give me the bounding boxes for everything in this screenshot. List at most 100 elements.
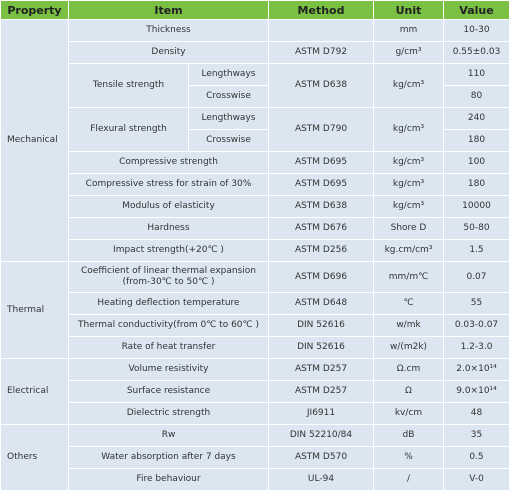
method-cell: ASTM D696 [268,261,374,293]
table-row: Modulus of elasticity ASTM D638 kg/cm³ 1000… [1,195,509,218]
value-cell: 110 [443,63,509,86]
item-cell: Surface resistance [68,380,269,403]
header-cell: Unit [373,0,444,20]
property-cell: Thermal [0,261,69,359]
value-cell: 180 [443,129,509,152]
unit-cell: w/(m2k) [373,336,444,359]
value-cell: 0.55±0.03 [443,41,509,64]
unit-cell: kg/cm³ [373,195,444,218]
method-cell: ASTM D256 [268,239,374,262]
table-row: Crosswise 80 [1,85,509,108]
table-row: Rate of heat transfer DIN 52616 w/(m2k) 1.2… [1,336,509,359]
unit-cell: w/mk [373,314,444,337]
table-row: Heating deflection temperature ASTM D648 ℃… [1,292,509,315]
method-cell: ASTM D695 [268,151,374,174]
method-cell: UL-94 [268,468,374,491]
item-cell: Dielectric strength [68,402,269,425]
item-cell: Flexural strength [68,107,189,152]
value-cell: V-0 [443,468,509,491]
value-cell: 9.0×10¹⁴ [443,380,509,403]
table-row: Tensile strength Lengthways ASTM D638 kg/cm… [1,63,509,108]
value-cell: 50-80 [443,217,509,240]
method-cell: DIN 52210/84 [268,424,374,447]
unit-cell: dB [373,424,444,447]
method-cell: ASTM D638 [268,63,374,108]
method-cell: ASTM D257 [268,380,374,403]
sub-item-cell: Crosswise [188,129,269,152]
item-cell: Rw [68,424,269,447]
method-cell: DIN 52616 [268,314,374,337]
item-cell: Rate of heat transfer [68,336,269,359]
unit-cell: % [373,446,444,469]
header-cell: Value [443,0,509,20]
value-cell: 0.03-0.07 [443,314,509,337]
item-cell: Thermal conductivity(from 0℃ to 60℃ ) [68,314,269,337]
value-cell: 240 [443,107,509,130]
method-cell: ASTM D648 [268,292,374,315]
unit-cell: Ω [373,380,444,403]
table-row: Thermal conductivity(from 0℃ to 60℃ ) DIN… [1,314,509,337]
item-cell: Modulus of elasticity [68,195,269,218]
item-cell: Impact strength(+20℃ ) [68,239,269,262]
value-cell: 35 [443,424,509,447]
unit-cell: / [373,468,444,491]
header-cell: Method [268,0,374,20]
unit-cell: kg/cm³ [373,107,444,152]
value-cell: 10-30 [443,19,509,42]
value-cell: 80 [443,85,509,108]
unit-cell: Shore D [373,217,444,240]
method-cell: ASTM D790 [268,107,374,152]
method-cell: ASTM D792 [268,41,374,64]
header-row: Property Item Method Unit Value [0,0,509,20]
item-cell: Thickness [68,19,269,42]
table-row: Water absorption after 7 days ASTM D570% 0… [1,446,509,469]
property-cell: Electrical [0,358,69,425]
unit-cell: g/cm³ [373,41,444,64]
unit-cell: kg/cm³ [373,173,444,196]
unit-cell: kg/cm³ [373,151,444,174]
method-cell: ASTM D695 [268,173,374,196]
sub-item-cell: Lengthways [188,63,269,86]
method-cell: ASTM D257 [268,358,374,381]
method-cell: JI6911 [268,402,374,425]
table-row: Surface resistance ASTM D257 Ω 9.0×10¹⁴ [1,380,509,403]
item-cell: Compressive strength [68,151,269,174]
unit-cell: Ω.cm [373,358,444,381]
method-cell: ASTM D570 [268,446,374,469]
header-cell: Item [68,0,269,20]
table-row: Mechanical Thickness mm 10-30 [0,19,509,262]
method-cell: DIN 52616 [268,336,374,359]
value-cell: 48 [443,402,509,425]
method-cell: ASTM D676 [268,217,374,240]
item-cell: Coefficient of linear thermal expansion … [68,261,269,293]
unit-cell: mm [373,19,444,42]
value-cell: 10000 [443,195,509,218]
value-cell: 100 [443,151,509,174]
unit-cell: kg/cm³ [373,63,444,108]
unit-cell: mm/m℃ [373,261,444,293]
table-row: Fire behaviour UL-94/V-0 [1,468,509,491]
item-cell: Compressive stress for strain of 30% [68,173,269,196]
item-cell: Heating deflection temperature [68,292,269,315]
table-row: Impact strength(+20℃ ) ASTM D256 kg.cm/cm³… [1,239,509,262]
table-row: Dielectric strength JI6911 kv/cm 48 [1,402,509,425]
table-row: Compressive stress for strain of 30% ASTM… [1,173,509,196]
table-row: Thermal Coefficient of linear thermal exp… [0,261,509,359]
method-cell [268,19,374,42]
unit-cell: kv/cm [373,402,444,425]
method-cell: ASTM D638 [268,195,374,218]
value-cell: 1.2-3.0 [443,336,509,359]
item-cell: Density [68,41,269,64]
property-cell: Mechanical [0,19,69,262]
value-cell: 0.07 [443,261,509,293]
table-row: Electrical Volume resistivity ASTM D257 Ω.c… [0,358,509,425]
header-cell: Property [0,0,69,20]
property-cell: Others [0,424,69,491]
unit-cell: ℃ [373,292,444,315]
item-cell: Fire behaviour [68,468,269,491]
item-cell: Volume resistivity [68,358,269,381]
table-row: Density ASTM D792 g/cm³ 0.55±0.03 [1,41,509,64]
table-row: Flexural strength Lengthways ASTM D790 kg/c… [1,107,509,152]
